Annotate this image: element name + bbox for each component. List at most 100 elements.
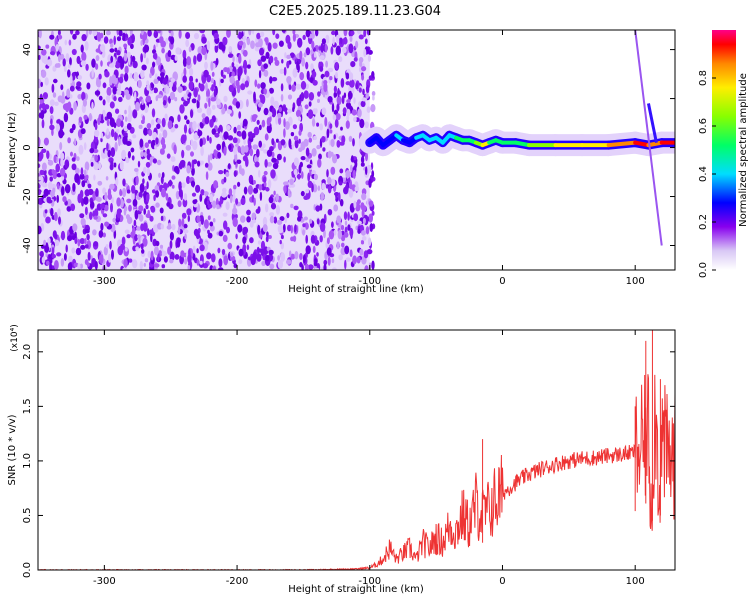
noise-speck (57, 34, 63, 40)
noise-speck (111, 249, 114, 260)
noise-speck (142, 178, 145, 185)
noise-speck (271, 107, 277, 118)
noise-speck (171, 184, 175, 189)
noise-speck (358, 66, 362, 73)
noise-speck (99, 254, 103, 264)
noise-speck (65, 53, 70, 62)
noise-speck (104, 70, 110, 78)
noise-speck (118, 30, 123, 37)
noise-speck (84, 161, 90, 171)
noise-speck (275, 193, 280, 202)
noise-speck (338, 181, 343, 186)
noise-speck (87, 251, 91, 261)
noise-speck (226, 124, 231, 131)
noise-speck (258, 169, 261, 178)
noise-speck (182, 75, 187, 83)
noise-speck (283, 181, 289, 186)
noise-speck (259, 191, 263, 201)
colorbar-tick-label: 0.0 (698, 262, 709, 278)
noise-speck (162, 129, 168, 139)
noise-speck (116, 30, 119, 36)
noise-speck (158, 172, 161, 178)
snr-series (38, 330, 675, 570)
noise-speck (170, 30, 174, 38)
noise-speck (333, 85, 337, 94)
noise-speck (213, 32, 219, 40)
noise-speck (133, 219, 137, 227)
noise-speck (242, 49, 248, 57)
noise-speck (129, 72, 133, 79)
noise-speck (140, 243, 144, 250)
noise-speck (143, 262, 146, 267)
noise-speck (60, 84, 64, 91)
noise-speck (124, 65, 129, 75)
noise-speck (349, 249, 353, 257)
noise-speck (186, 90, 189, 95)
noise-speck (310, 63, 314, 71)
noise-speck (185, 39, 190, 47)
noise-speck (51, 169, 55, 175)
noise-speck (365, 92, 370, 99)
noise-speck (140, 30, 144, 36)
noise-speck (189, 67, 194, 77)
noise-speck (353, 97, 356, 104)
noise-speck (336, 95, 342, 106)
noise-speck (343, 30, 348, 37)
noise-speck (312, 245, 316, 253)
noise-speck (93, 162, 99, 171)
noise-speck (84, 206, 88, 216)
noise-speck (130, 43, 134, 50)
noise-speck (74, 231, 77, 239)
y-tick-label: 20 (22, 92, 33, 105)
noise-speck (110, 43, 114, 48)
noise-speck (150, 206, 156, 213)
noise-speck (177, 225, 181, 235)
noise-speck (335, 45, 341, 56)
noise-speck (360, 202, 365, 210)
noise-speck (339, 199, 344, 207)
noise-speck (80, 128, 86, 135)
noise-speck (235, 101, 241, 109)
noise-speck (252, 144, 258, 150)
noise-speck (128, 204, 132, 212)
noise-speck (359, 60, 363, 68)
noise-speck (349, 227, 354, 237)
noise-speck (147, 228, 150, 237)
noise-speck (326, 169, 329, 178)
noise-speck (113, 162, 117, 168)
noise-speck (210, 61, 214, 71)
noise-speck (345, 184, 349, 193)
noise-speck (266, 149, 273, 157)
x-tick-label: 100 (626, 576, 645, 587)
noise-speck (291, 143, 295, 150)
noise-speck (220, 78, 224, 84)
noise-speck (82, 98, 87, 107)
noise-speck (233, 126, 237, 134)
noise-speck (56, 119, 61, 125)
noise-speck (258, 124, 262, 131)
noise-speck (332, 114, 337, 121)
noise-speck (114, 133, 118, 141)
x-tick-label: -200 (226, 276, 249, 287)
noise-speck (102, 187, 106, 195)
noise-speck (238, 31, 242, 40)
noise-speck (88, 188, 94, 196)
noise-speck (265, 51, 270, 60)
noise-speck (291, 84, 296, 92)
spectrogram-ylabel: Frequency (Hz) (7, 112, 18, 188)
noise-speck (289, 250, 292, 257)
noise-speck (368, 75, 373, 81)
noise-speck (172, 126, 176, 132)
noise-speck (344, 259, 347, 270)
noise-speck (50, 207, 54, 217)
noise-speck (325, 60, 328, 68)
noise-speck (60, 230, 66, 241)
noise-speck (252, 180, 256, 185)
noise-speck (257, 206, 261, 213)
noise-speck (59, 167, 66, 177)
noise-speck (238, 54, 242, 64)
noise-speck (263, 69, 269, 77)
x-tick-label: -200 (226, 576, 249, 587)
noise-speck (354, 185, 360, 192)
